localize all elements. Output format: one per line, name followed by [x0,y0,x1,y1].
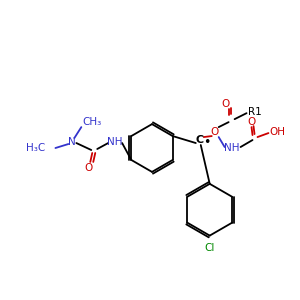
Text: R1: R1 [248,107,261,117]
Text: NH: NH [107,137,123,147]
Text: O: O [84,163,92,173]
Text: O: O [248,117,256,127]
Text: •: • [203,136,210,148]
Text: CH₃: CH₃ [82,117,102,127]
Text: OH: OH [269,127,285,137]
Text: O: O [211,127,219,137]
Text: H₃C: H₃C [26,143,46,153]
Text: O: O [221,99,230,109]
Text: Cl: Cl [205,242,215,253]
Text: C: C [196,135,204,145]
Text: NH: NH [224,143,239,153]
Text: N: N [68,137,76,147]
